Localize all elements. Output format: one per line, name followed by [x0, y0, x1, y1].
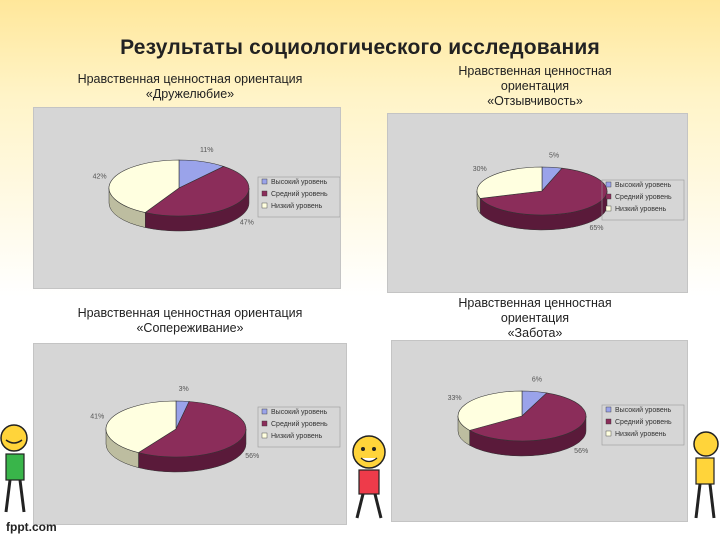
- data-label: 30%: [473, 166, 487, 173]
- chart-title: Нравственная ценностная ориентация «Отзы…: [458, 64, 612, 108]
- legend-swatch-medium: [261, 190, 268, 197]
- chart-title: Нравственная ценностная ориентация «Забо…: [458, 296, 612, 340]
- chart-title: Нравственная ценностная ориентация «Сопе…: [77, 306, 303, 335]
- legend-swatch-low: [261, 432, 268, 439]
- data-label: 65%: [589, 225, 603, 232]
- legend-entry: Низкий уровень: [615, 205, 667, 213]
- pie-slice-medium: [468, 392, 587, 442]
- pie-slice-low: [108, 159, 180, 213]
- data-label: 56%: [245, 453, 259, 460]
- legend-swatch-low: [605, 430, 612, 437]
- pie-chart-panel-soperezhivanie: 3% 56% 41% Высокий уровень Средний уровень Ни…: [33, 343, 347, 525]
- pie-slice-low: [105, 400, 177, 453]
- legend-entry: Низкий уровень: [271, 202, 323, 210]
- legend-entry: Низкий уровень: [615, 430, 667, 438]
- legend-swatch-low: [605, 205, 612, 212]
- pie-chart-panel-druzhelyubie: 11% 47% 42% Высокий уровень Средний уровень Н…: [33, 107, 341, 289]
- pie-chart: 5% 65% 30% Высокий уровень Средний уровень Ни…: [473, 152, 685, 232]
- pie-slice-low: [476, 166, 543, 199]
- legend-swatch-high: [605, 406, 612, 413]
- page-title: Результаты социологического исследования: [120, 36, 600, 59]
- data-label: 11%: [200, 147, 214, 154]
- pie-slice-low: [457, 390, 523, 431]
- legend-entry: Высокий уровень: [271, 178, 328, 186]
- chart-legend: Высокий уровень Средний уровень Низкий уро…: [601, 179, 685, 221]
- data-label: 5%: [549, 152, 559, 159]
- legend-entry: Средний уровень: [271, 420, 328, 428]
- legend-swatch-high: [261, 408, 268, 415]
- legend-entry: Средний уровень: [615, 193, 672, 201]
- legend-swatch-low: [261, 202, 268, 209]
- legend-swatch-high: [605, 181, 612, 188]
- pie-chart: 11% 47% 42% Высокий уровень Средний уровень Н…: [93, 147, 340, 232]
- data-label: 6%: [532, 377, 542, 384]
- pie-slice-medium: [137, 401, 247, 458]
- chart-legend: Высокий уровень Средний уровень Низкий уро…: [257, 176, 340, 218]
- legend-entry: Средний уровень: [271, 190, 328, 198]
- pie-slice-medium: [479, 167, 608, 216]
- pie-chart: 6% 56% 33% Высокий уровень Средний уровень Ни…: [448, 377, 685, 457]
- chart-title: Нравственная ценностная ориентация «Друж…: [77, 72, 303, 101]
- cartoon-kid-left-icon: [0, 424, 28, 513]
- chart-legend: Высокий уровень Средний уровень Низкий уро…: [257, 406, 341, 448]
- legend-swatch-medium: [605, 193, 612, 200]
- legend-entry: Высокий уровень: [615, 406, 672, 414]
- pie-chart: 3% 56% 41% Высокий уровень Средний уровень Ни…: [90, 386, 341, 473]
- chart-legend: Высокий уровень Средний уровень Низкий уро…: [601, 404, 685, 446]
- legend-entry: Высокий уровень: [615, 181, 672, 189]
- legend-entry: Низкий уровень: [271, 432, 323, 440]
- cartoon-kid-center-icon: [352, 435, 386, 519]
- pie-chart-panel-zabota: 6% 56% 33% Высокий уровень Средний уровень Ни…: [391, 340, 688, 522]
- legend-swatch-medium: [261, 420, 268, 427]
- data-label: 33%: [448, 395, 462, 402]
- legend-swatch-high: [261, 178, 268, 185]
- cartoon-kid-right-icon: [693, 431, 719, 519]
- footer-brand: fppt.com: [6, 520, 57, 534]
- legend-entry: Высокий уровень: [271, 408, 328, 416]
- pie-chart-panel-otzyvchivost: 5% 65% 30% Высокий уровень Средний уровень Ни…: [387, 113, 688, 293]
- data-label: 3%: [179, 386, 189, 393]
- data-label: 47%: [240, 219, 254, 226]
- legend-entry: Средний уровень: [615, 418, 672, 426]
- pie-slice-medium: [144, 166, 250, 217]
- data-label: 41%: [90, 413, 104, 420]
- legend-swatch-medium: [605, 418, 612, 425]
- data-label: 42%: [93, 174, 107, 181]
- data-label: 56%: [574, 448, 588, 455]
